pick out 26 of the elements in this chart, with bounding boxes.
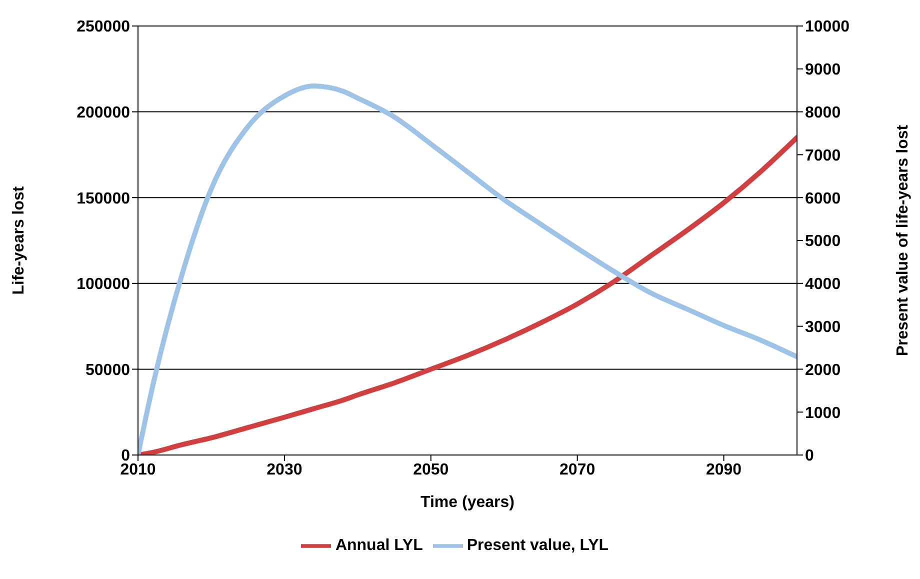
legend-label: Present value, LYL xyxy=(466,537,609,554)
y-tick-label: 50000 xyxy=(86,362,130,379)
y-tick-label: 250000 xyxy=(76,18,130,36)
x-tick-label: 2050 xyxy=(413,461,449,478)
y2-tick-label: 3000 xyxy=(805,318,841,336)
y2-tick-label: 8000 xyxy=(805,104,841,122)
y-axis-title: Life-years lost xyxy=(10,186,28,295)
y2-tick-label: 7000 xyxy=(805,147,841,164)
y2-tick-label: 0 xyxy=(805,448,814,465)
y-tick-label: 150000 xyxy=(76,190,130,208)
y2-tick-label: 4000 xyxy=(805,276,841,294)
y2-tick-label: 9000 xyxy=(805,62,841,79)
x-tick-label: 2010 xyxy=(120,461,156,478)
y2-tick-label: 2000 xyxy=(805,362,841,379)
y2-tick-label: 5000 xyxy=(805,233,841,250)
x-tick-label: 2070 xyxy=(560,461,596,478)
y2-tick-label: 6000 xyxy=(805,190,841,208)
x-tick-label: 2030 xyxy=(266,461,302,478)
x-axis-title: Time (years) xyxy=(420,494,514,511)
y2-tick-label: 10000 xyxy=(805,18,850,36)
x-tick-label: 2090 xyxy=(706,461,742,478)
y2-tick-label: 1000 xyxy=(805,404,841,422)
y2-axis-title: Present value of life-years lost xyxy=(894,124,912,356)
y-tick-label: 100000 xyxy=(76,276,130,294)
y-tick-label: 200000 xyxy=(76,104,130,122)
legend-label: Annual LYL xyxy=(335,537,423,554)
